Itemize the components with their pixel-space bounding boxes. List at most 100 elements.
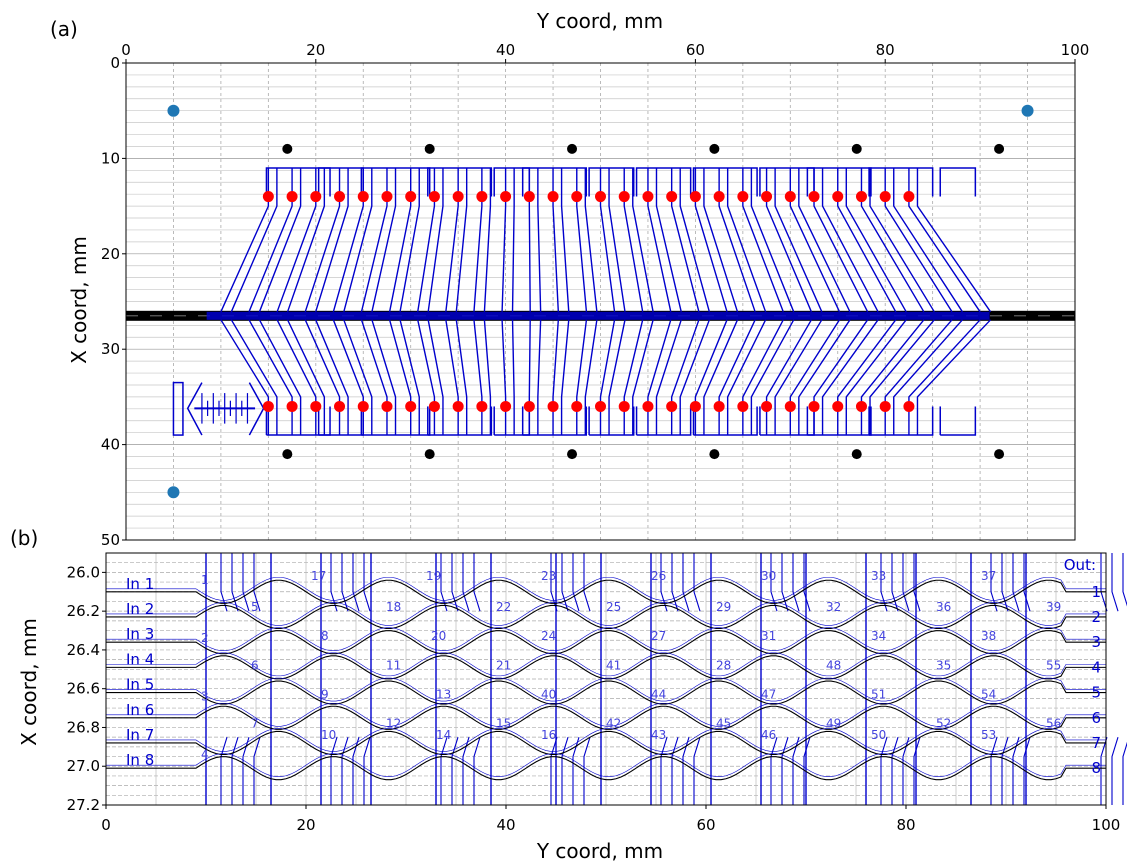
fan-line-bottom	[821, 319, 879, 436]
fan-line-top	[908, 167, 981, 313]
fan-line-bottom	[632, 319, 654, 436]
fan-line-bottom	[304, 319, 341, 436]
coupler-number: 23	[541, 569, 556, 583]
fan-line-bottom	[388, 319, 412, 436]
waveguide-path	[106, 730, 1106, 756]
electrode-lead-bottom	[253, 736, 261, 805]
fan-line-bottom	[884, 319, 953, 436]
marker-red	[784, 191, 796, 203]
electrode-lead-top	[242, 553, 250, 612]
x-tick-label: 100	[1061, 41, 1090, 59]
coupler-number: 37	[981, 569, 996, 583]
fan-line-bottom	[220, 319, 270, 436]
fiducial-marker-blue	[1021, 104, 1034, 117]
marker-black	[282, 449, 293, 460]
fan-line-top	[726, 167, 767, 313]
x-tick-label: 20	[296, 816, 315, 834]
marker-red	[618, 191, 630, 203]
waveguide-path	[106, 655, 1106, 680]
coupler-number: 19	[426, 569, 441, 583]
fan-line-top	[599, 167, 616, 312]
electrode-lead-top	[572, 553, 580, 612]
output-label: 2	[1091, 608, 1101, 626]
electrode-lead-bottom	[792, 736, 800, 805]
input-label: In 3	[126, 625, 154, 643]
electrode-lead-top	[550, 553, 558, 612]
fan-line-top	[528, 167, 531, 312]
electrode-lead-bottom	[990, 736, 998, 805]
fan-line-bottom	[647, 319, 672, 436]
panel-a-tick-labels: 0 20 40 60 80 100 0 10 20 30 40 50	[101, 41, 1089, 549]
fan-line-top	[869, 167, 935, 313]
electrode-lead-bottom	[440, 736, 448, 805]
coupler-number: 17	[311, 569, 326, 583]
input-label: In 2	[126, 600, 154, 618]
electrode-top	[521, 167, 588, 197]
marker-red	[855, 400, 867, 412]
coupler-number: 56	[1046, 716, 1061, 730]
coupler-number: 28	[716, 658, 731, 672]
fiducial-marker-blue	[167, 104, 180, 117]
electrode-bottom	[427, 406, 493, 436]
waveguide-path-highlight	[106, 702, 1106, 727]
marker-red	[381, 191, 393, 203]
electrode-top	[868, 167, 934, 197]
fan-line-top	[623, 167, 644, 312]
marker-red	[666, 191, 678, 203]
marker-red	[523, 400, 535, 412]
fan-line-bottom	[916, 319, 992, 436]
marker-red	[713, 400, 725, 412]
marker-black	[424, 449, 435, 460]
electrode-bottom	[589, 406, 635, 436]
electrode-lead-top	[1012, 553, 1020, 612]
fan-line-top	[455, 167, 468, 312]
electrode-lead-top	[682, 553, 690, 612]
fan-line-bottom	[789, 319, 841, 436]
fan-line-bottom	[576, 319, 588, 436]
coupler-number: 18	[386, 600, 401, 614]
input-label: In 7	[126, 726, 154, 744]
coupler-number: 26	[651, 569, 666, 583]
fan-line-top	[230, 167, 278, 313]
electrode-lead-bottom	[583, 736, 591, 805]
fan-line-top	[220, 167, 270, 313]
electrode-lead-bottom	[880, 736, 888, 805]
marker-red	[689, 400, 701, 412]
marker-black	[994, 449, 1005, 460]
marker-red	[879, 400, 891, 412]
fan-line-bottom	[623, 319, 644, 436]
fan-line-bottom	[427, 319, 444, 436]
panel-b-x-axis-title: Y coord, mm	[536, 839, 663, 863]
electrode-lead-bottom	[1023, 736, 1031, 805]
output-label: 4	[1091, 658, 1101, 676]
electrode-lead-top	[462, 553, 470, 612]
fan-line-top	[417, 167, 436, 312]
electrode-lead-bottom	[231, 736, 239, 805]
panel-a: (a) Y coord, mm X coord, mm 0 20 40 60 80 100…	[50, 9, 1089, 549]
coupler-number: 31	[761, 629, 776, 643]
fan-line-top	[343, 167, 373, 312]
y-tick-label: 26.0	[67, 563, 100, 581]
marker-black	[567, 449, 578, 460]
fan-line-top	[552, 167, 560, 312]
fan-line-bottom	[371, 319, 397, 436]
fan-line-bottom	[893, 319, 963, 436]
fan-line-top	[655, 167, 682, 312]
coupler-number: 49	[826, 716, 841, 730]
fan-line-bottom	[528, 319, 531, 436]
electrode-lead-top	[671, 553, 679, 612]
fan-line-top	[821, 167, 879, 313]
y-tick-label: 40	[101, 436, 120, 454]
fan-line-top	[473, 167, 483, 312]
fan-line-bottom	[315, 319, 349, 436]
electrode-top	[806, 167, 872, 197]
coupler-number: 33	[871, 569, 886, 583]
panel-b-plot-frame	[105, 552, 1107, 806]
electrode-lead-top	[693, 553, 701, 612]
fan-line-top	[286, 167, 326, 313]
coupler-number: 21	[496, 658, 511, 672]
bus-overlay	[206, 311, 990, 320]
electrode-lead-bottom	[330, 736, 338, 805]
electrode-lead-bottom	[220, 736, 228, 805]
fan-line-top	[537, 167, 542, 312]
